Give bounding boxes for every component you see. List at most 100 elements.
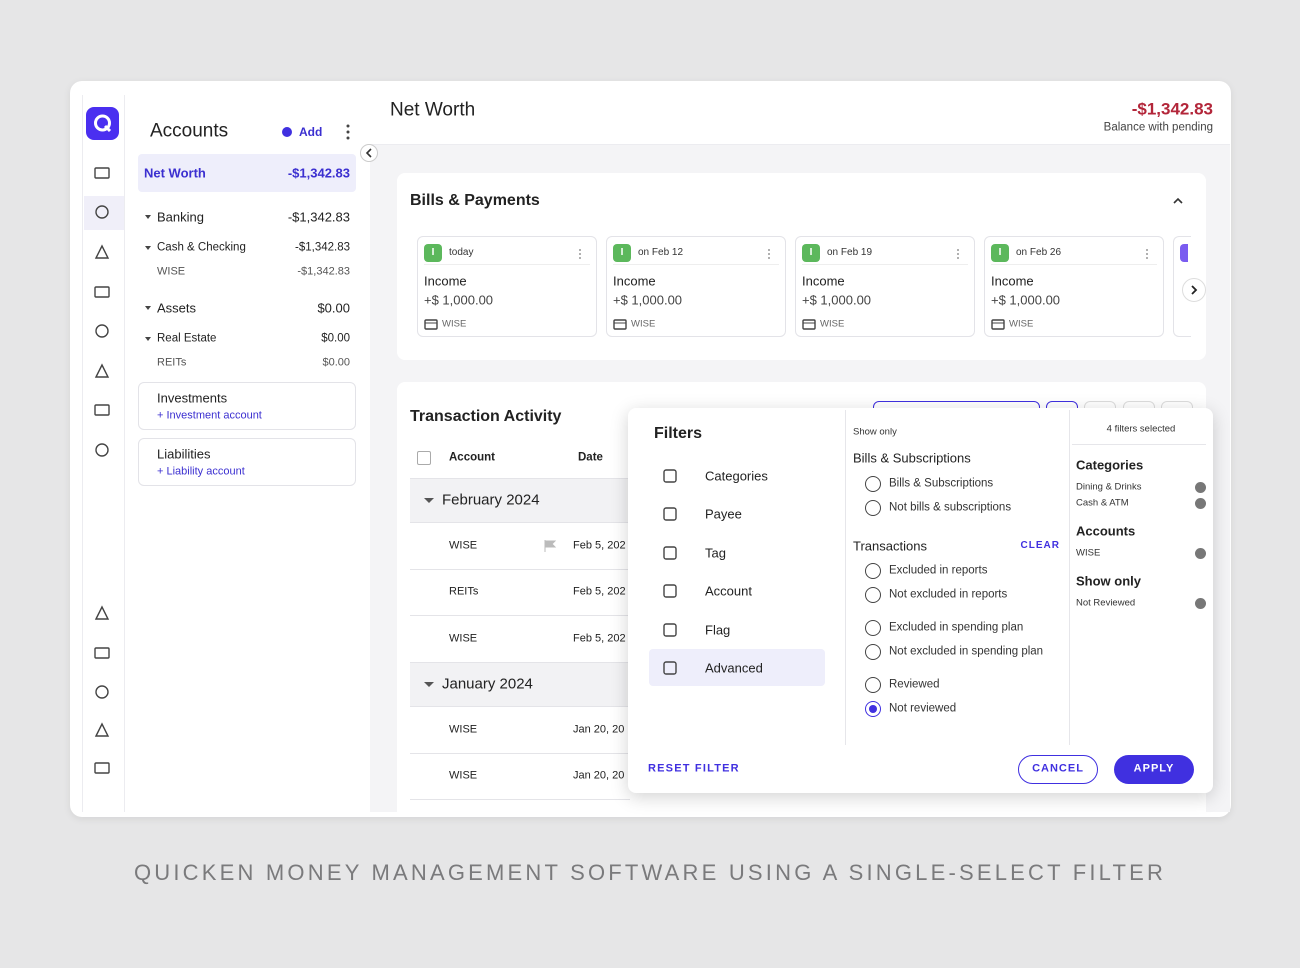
menu-item[interactable]: Tag — [705, 545, 726, 561]
badge-text: I — [809, 247, 813, 258]
divider — [1072, 444, 1206, 445]
badge — [802, 244, 820, 262]
apply-button[interactable] — [1114, 755, 1194, 784]
filter-count: 4 filters selected — [1106, 423, 1176, 435]
radio[interactable] — [865, 620, 881, 636]
divider — [845, 410, 846, 745]
radio[interactable] — [865, 677, 881, 693]
badge — [613, 244, 631, 262]
rail-icon — [95, 443, 109, 457]
account-value: $0.00 — [322, 356, 350, 369]
add-link[interactable]: + Liability account — [157, 465, 245, 478]
next-button[interactable] — [1182, 278, 1206, 302]
accounts-title: Accounts — [150, 120, 229, 142]
radio[interactable] — [865, 476, 881, 492]
summary-item: Not Reviewed — [1076, 597, 1136, 609]
section-title: Bills & Payments — [410, 192, 540, 209]
menu-icon — [663, 469, 677, 483]
radio-label[interactable]: Not bills & subscriptions — [889, 501, 1012, 514]
radio-label[interactable]: Bills & Subscriptions — [889, 477, 994, 490]
account-value: -$1,342.83 — [297, 265, 350, 278]
collapse-chevron — [1173, 197, 1183, 204]
radio-label[interactable]: Reviewed — [889, 678, 940, 691]
apply-label[interactable]: APPLY — [1133, 762, 1175, 775]
caret — [145, 215, 151, 219]
icon-rail — [82, 95, 125, 812]
net-worth-row[interactable] — [138, 154, 356, 192]
add-link[interactable]: + Investment account — [157, 409, 262, 422]
bill-amount: +$ 1,000.00 — [424, 292, 494, 308]
cancel-button[interactable] — [1018, 755, 1098, 784]
account-value: $0.00 — [317, 300, 350, 316]
investments-card[interactable] — [138, 382, 356, 430]
bill-card[interactable] — [606, 236, 786, 337]
rail-icon — [95, 324, 109, 338]
remove-chip[interactable] — [1195, 482, 1206, 493]
radio-label[interactable]: Not excluded in reports — [889, 588, 1008, 601]
bill-card[interactable] — [984, 236, 1164, 337]
radio-label[interactable]: Excluded in spending plan — [889, 621, 1024, 634]
card-menu — [768, 249, 770, 259]
row-account: WISE — [449, 632, 478, 645]
bill-card[interactable] — [795, 236, 975, 337]
menu-item[interactable]: Advanced — [705, 660, 763, 676]
checkbox[interactable] — [417, 451, 431, 465]
account-label[interactable]: Real Estate — [157, 332, 217, 345]
radio-label[interactable]: Not reviewed — [889, 702, 957, 715]
add-button[interactable]: Add — [299, 125, 323, 139]
group-label: Investments — [157, 390, 228, 406]
reset-button[interactable]: RESET FILTER — [648, 762, 740, 775]
menu-item[interactable]: Payee — [705, 506, 742, 522]
collapse-button[interactable] — [360, 144, 378, 162]
rail-icon — [94, 363, 110, 378]
row-account: WISE — [449, 723, 478, 736]
caret — [145, 306, 151, 310]
balance: -$1,342.83 — [1131, 99, 1213, 119]
cancel-label[interactable]: CANCEL — [1032, 762, 1084, 775]
account-label[interactable]: REITs — [157, 356, 187, 369]
bill-amount: +$ 1,000.00 — [991, 292, 1061, 308]
account-label[interactable]: WISE — [157, 265, 186, 278]
remove-chip[interactable] — [1195, 548, 1206, 559]
badge-text: I — [620, 247, 624, 258]
account-label[interactable]: Assets — [157, 300, 197, 316]
bill-card[interactable] — [417, 236, 597, 337]
row-date: Jan 20, 20 — [573, 723, 625, 736]
summary-title: Categories — [1076, 457, 1144, 473]
radio[interactable] — [865, 587, 881, 603]
caption: QUICKEN MONEY MANAGEMENT SOFTWARE USING … — [133, 860, 1167, 885]
radio-label[interactable]: Excluded in reports — [889, 564, 988, 577]
radio[interactable] — [865, 500, 881, 516]
bill-account: WISE — [631, 318, 656, 330]
account-label[interactable]: Cash & Checking — [157, 241, 246, 254]
due-date: today — [449, 247, 474, 258]
account-icon — [991, 319, 1005, 330]
radio[interactable] — [865, 701, 881, 717]
remove-chip[interactable] — [1195, 498, 1206, 509]
summary-item: Cash & ATM — [1076, 497, 1129, 509]
radio[interactable] — [865, 563, 881, 579]
liabilities-card[interactable] — [138, 438, 356, 486]
menu-item[interactable]: Flag — [705, 622, 731, 638]
remove-chip[interactable] — [1195, 598, 1206, 609]
account-value: $0.00 — [321, 332, 350, 345]
badge-text: I — [998, 247, 1002, 258]
row-account: WISE — [449, 539, 478, 552]
page-title: Net Worth — [390, 99, 476, 121]
radio[interactable] — [865, 644, 881, 660]
row-date: Jan 20, 20 — [573, 769, 625, 782]
account-label[interactable]: Banking — [157, 209, 204, 225]
menu-item[interactable]: Account — [705, 583, 752, 599]
menu-icon — [663, 546, 677, 560]
bill-card-partial — [1173, 236, 1191, 337]
radio-label[interactable]: Not excluded in spending plan — [889, 645, 1044, 658]
net-worth-value: -$1,342.83 — [287, 165, 350, 181]
row-date: Feb 5, 202 — [573, 632, 626, 645]
clear-button[interactable]: CLEAR — [1020, 540, 1060, 551]
show-only-label: Show only — [853, 426, 897, 438]
menu-item[interactable]: Categories — [705, 468, 768, 484]
caret — [424, 681, 434, 687]
row-account: WISE — [449, 769, 478, 782]
card-menu — [957, 249, 959, 259]
